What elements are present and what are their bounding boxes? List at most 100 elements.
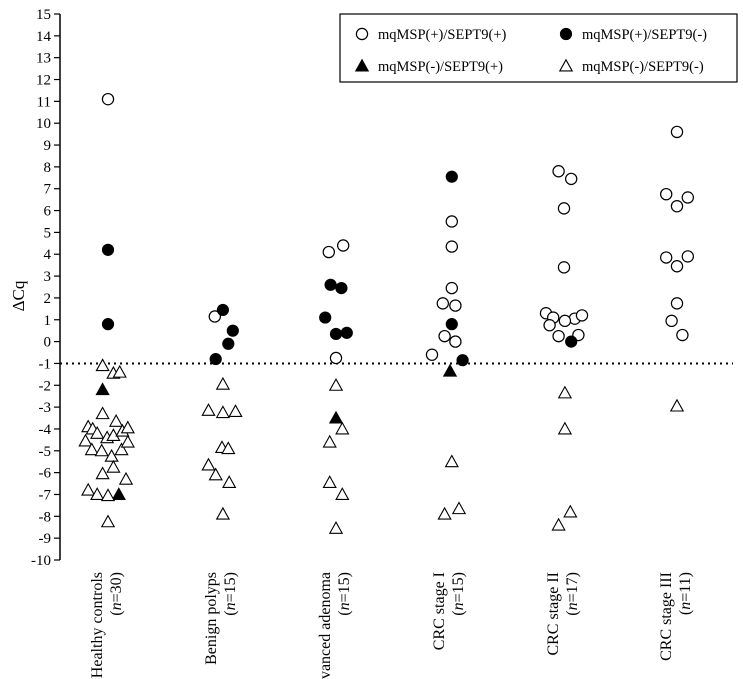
y-tick-label: 9 [44,138,52,154]
x-category-n-part: ( [564,610,581,615]
legend-label: mqMSP(-)/SEPT9(+) [378,59,503,75]
data-point [670,125,684,139]
data-point [114,442,129,456]
y-tick-label: 15 [36,7,51,23]
legend-marker [355,27,369,41]
data-point [335,421,350,435]
data-point [329,351,343,365]
x-category-n-part: n [222,602,239,610]
data-point [451,501,467,515]
x-category-n-part: n [677,602,694,610]
y-axis-title: ΔCq [9,280,28,311]
data-point [209,352,222,366]
x-category-label: Advanced adenoma [317,572,334,679]
data-point [95,382,110,396]
data-point [120,434,135,448]
data-point [436,297,449,310]
data-point [565,172,578,186]
data-point [215,405,231,419]
data-point [670,260,684,273]
data-point [445,318,458,331]
data-point [670,199,684,213]
data-point [221,441,236,455]
data-point [449,299,462,312]
data-point [94,443,109,457]
x-category-label: Benign polyps [203,572,220,665]
legend-marker [354,58,370,72]
data-point [81,482,96,496]
y-tick-label: 3 [44,269,52,285]
data-point [449,335,462,348]
data-point [111,487,126,500]
data-point [681,250,695,263]
x-category-n-label: (n=30) [108,572,125,616]
data-points [78,92,695,534]
axes: -10-9-8-7-6-5-4-3-2-10123456789101112131… [31,7,61,569]
legend-marker [559,27,573,41]
y-tick-label: -5 [39,444,52,460]
data-point [319,311,332,324]
y-tick-label: 13 [36,51,51,67]
data-point [445,281,458,295]
data-point [322,475,337,488]
y-tick-label: 7 [44,182,52,198]
data-point [78,433,93,447]
data-point [101,92,115,106]
y-tick-label: 10 [36,116,51,132]
data-point [557,261,571,274]
y-tick-label: 4 [44,247,52,263]
data-point [444,454,459,468]
data-point [670,297,684,310]
data-point [95,358,110,372]
data-point [328,377,344,391]
data-point [208,467,223,481]
data-point [335,281,348,295]
x-category-n-part: =15) [336,572,353,602]
y-tick-label: 12 [36,73,51,89]
data-point [438,329,451,343]
data-point [660,187,673,201]
data-point [201,403,216,416]
data-point [100,488,116,502]
data-point [322,245,335,259]
data-point [216,303,229,317]
data-point [551,517,566,531]
y-tick-label: -3 [39,400,52,416]
x-category-n-part: ( [677,610,694,615]
y-tick-label: 2 [44,291,52,307]
legend-label: mqMSP(+)/SEPT9(-) [582,27,707,43]
x-category-n-part: n [450,602,467,610]
x-category-n-part: =15) [222,572,239,602]
data-point [335,487,350,500]
x-category-n-part: =17) [564,572,581,602]
data-point [442,363,458,377]
x-category-label: CRC stage I [431,572,448,650]
data-point [563,504,578,518]
data-point [106,459,121,473]
data-point [108,413,124,427]
data-point [208,310,221,323]
data-point [324,278,337,291]
x-category-n-label: (n=11) [677,572,694,615]
data-point [201,457,216,471]
y-tick-label: 6 [44,204,52,220]
x-category-n-label: (n=15) [336,572,353,616]
legend-label: mqMSP(-)/SEPT9(-) [582,59,704,75]
data-point [340,326,353,339]
x-category-n-label: (n=17) [564,572,581,616]
y-tick-label: 14 [36,29,52,45]
x-category-label: Healthy controls [89,572,106,678]
data-point [222,337,235,350]
legend-marker [558,58,574,72]
data-point [90,487,105,500]
data-point [558,314,572,328]
x-category-n-part: ( [108,610,125,615]
x-category-n-part: ( [336,610,353,615]
x-category-n-part: =15) [450,572,467,602]
data-point [215,376,231,390]
data-point [425,348,439,361]
data-point [557,421,573,435]
data-point [215,506,231,520]
x-category-label: CRC stage II [545,572,562,656]
x-category-n-label: (n=15) [450,572,467,616]
